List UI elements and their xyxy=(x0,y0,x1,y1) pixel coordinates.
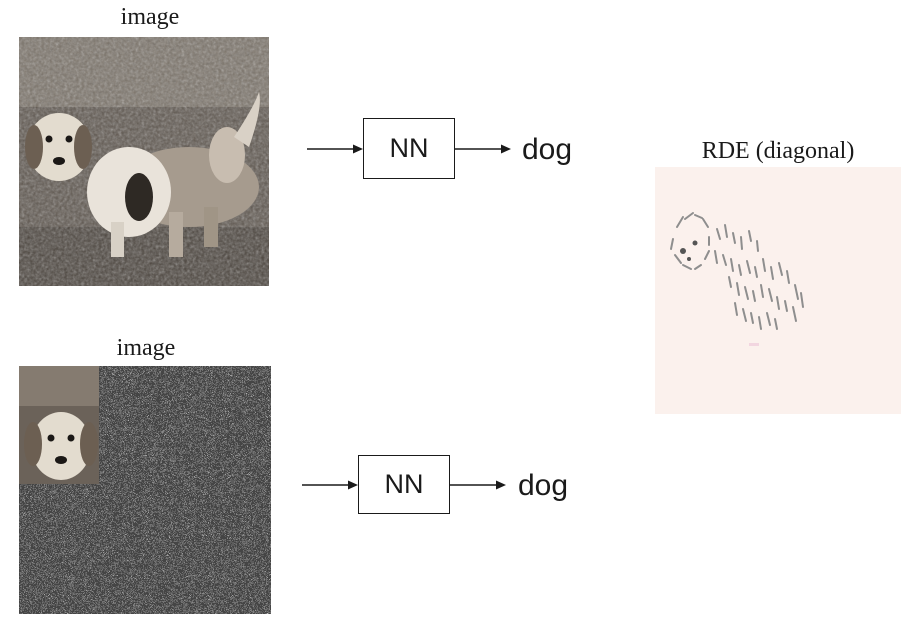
unmasked-crop xyxy=(19,366,99,484)
top-input-arrow xyxy=(307,144,363,154)
bottom-prediction-label: dog xyxy=(518,469,569,502)
top-dog-photo xyxy=(19,37,269,286)
rde-caption: RDE (diagonal) xyxy=(701,138,855,164)
bottom-input-arrow xyxy=(302,480,358,490)
bottom-output-arrow xyxy=(450,480,506,490)
top-nn-box: NN xyxy=(363,118,455,179)
top-image-caption: image xyxy=(120,4,180,30)
bottom-masked-image xyxy=(19,366,271,614)
top-output-arrow xyxy=(455,144,511,154)
bottom-image-caption: image xyxy=(116,335,176,361)
bottom-nn-box: NN xyxy=(358,455,450,514)
top-prediction-label: dog xyxy=(522,133,573,166)
rde-heatmap xyxy=(655,167,901,414)
